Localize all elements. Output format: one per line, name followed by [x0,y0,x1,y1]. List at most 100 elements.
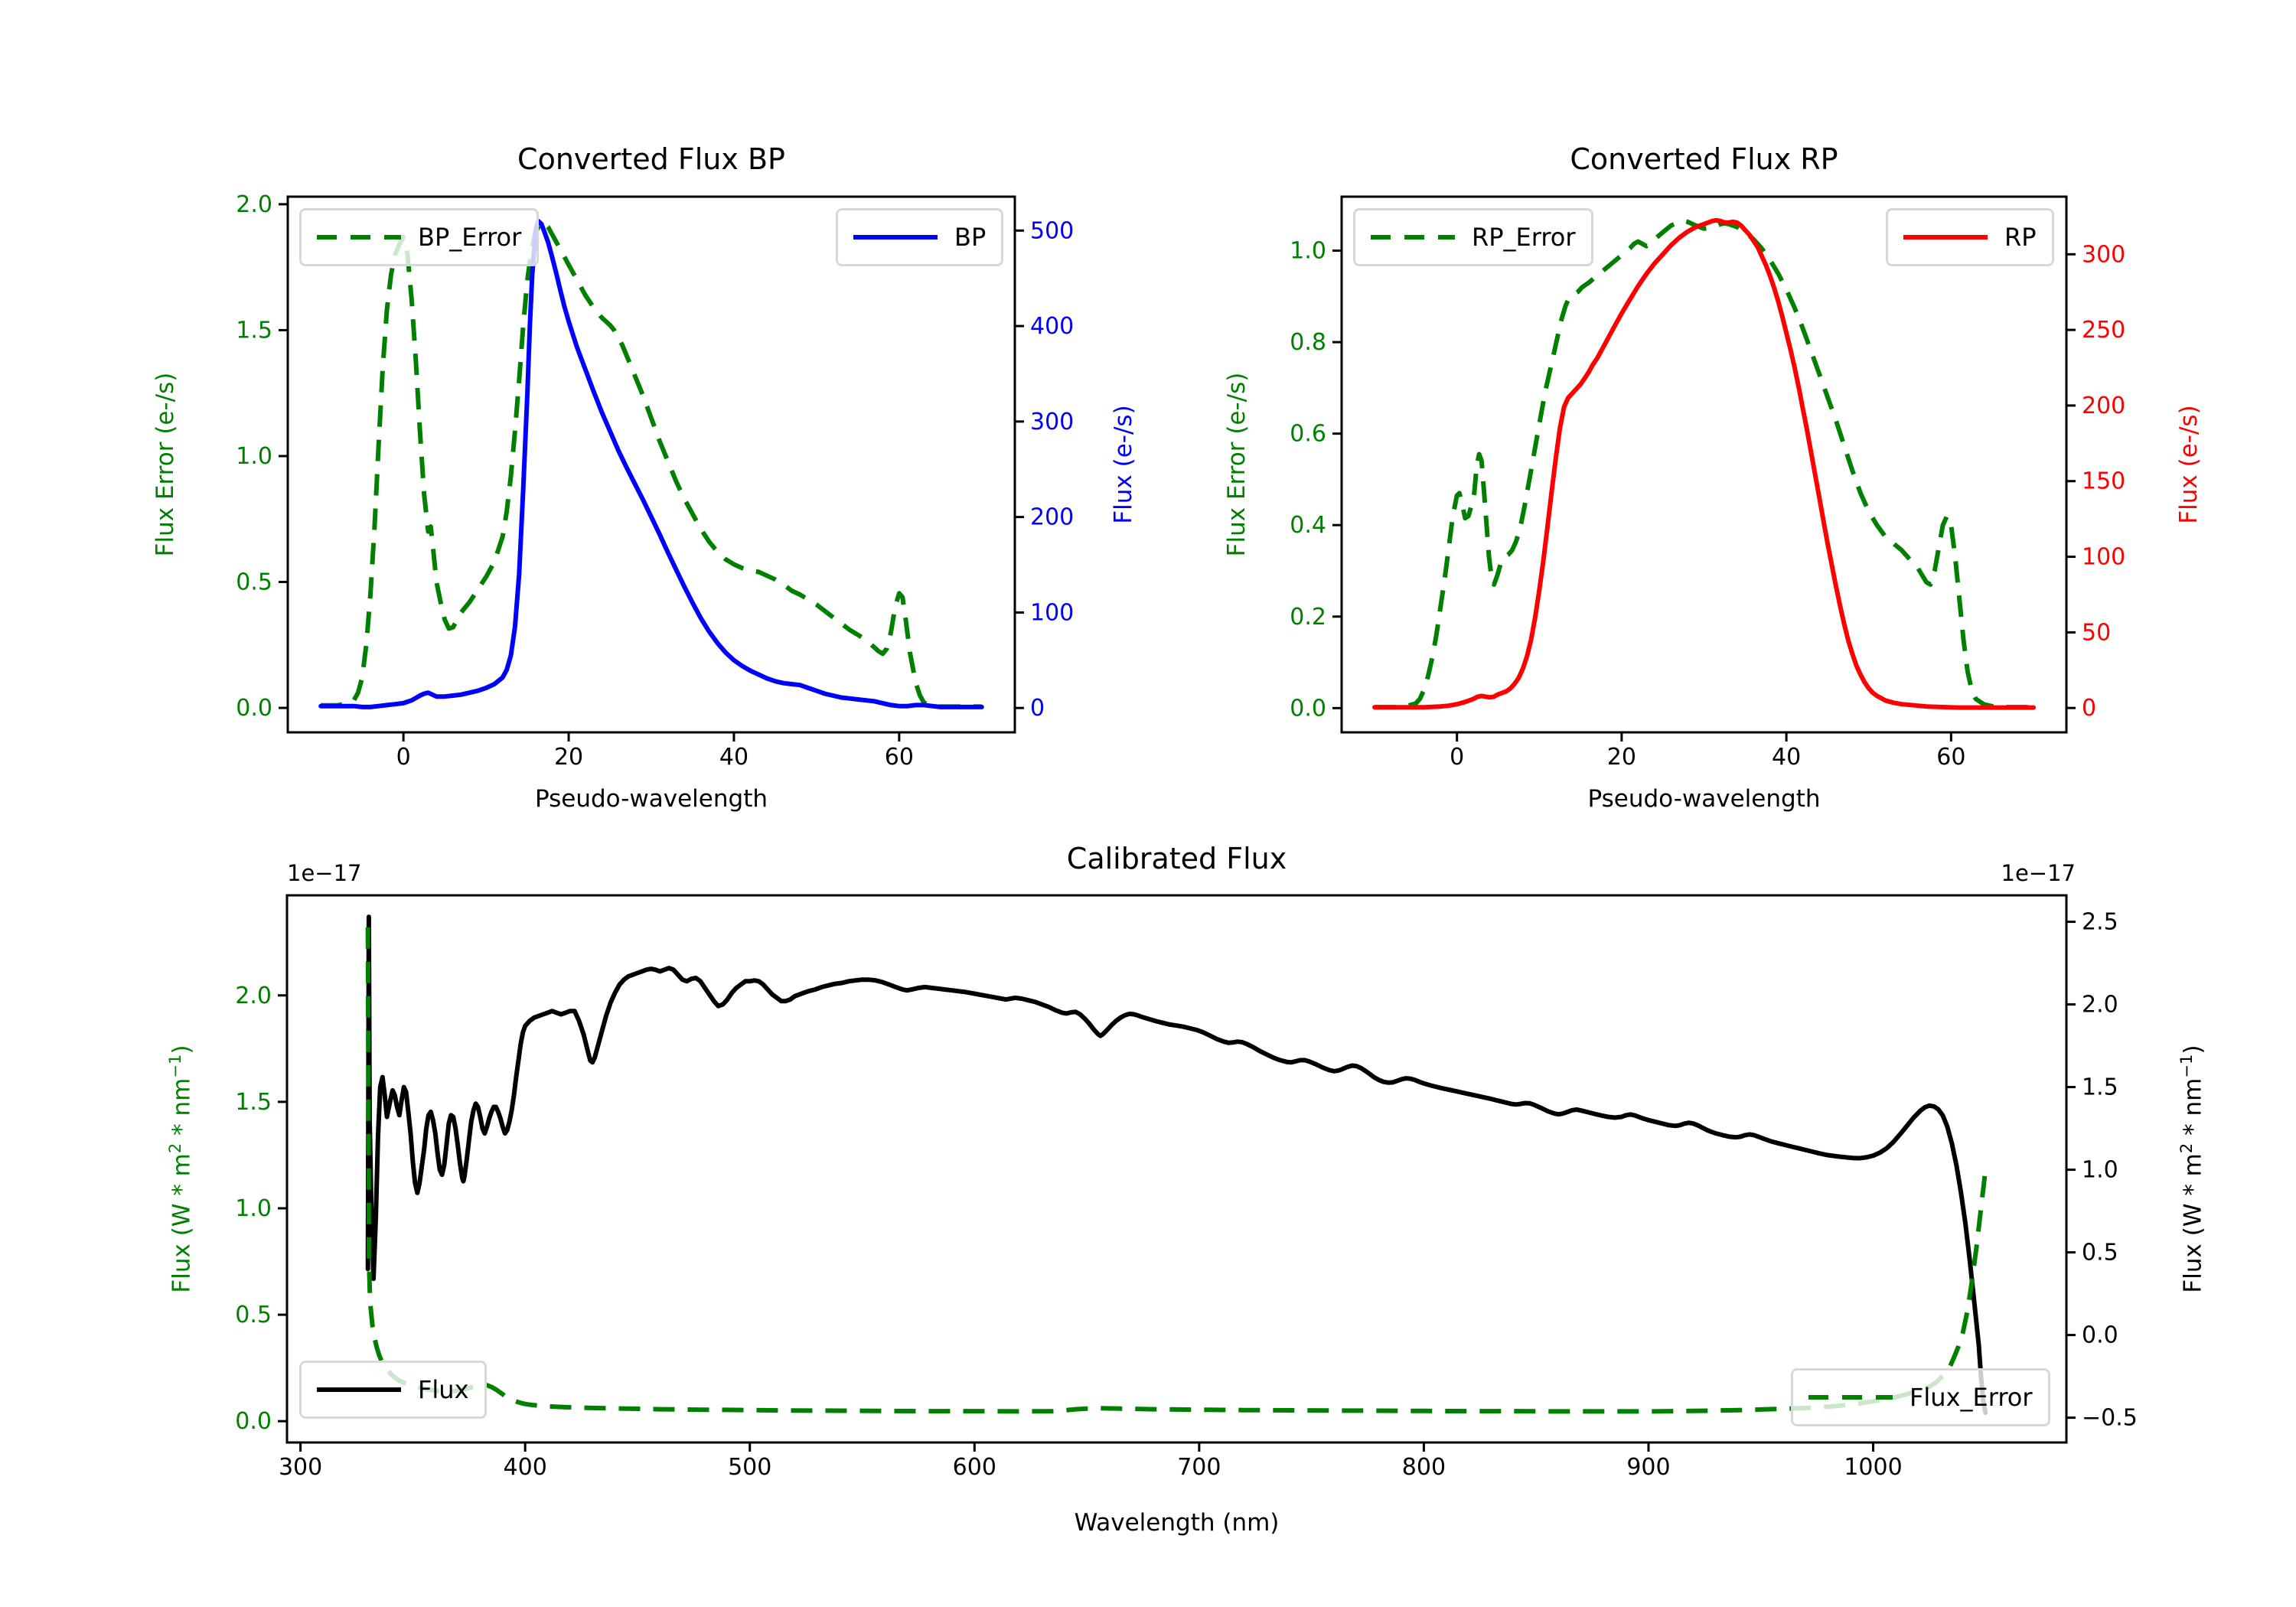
rp-left-yaxis-label: Flux Error (e-/s) [1223,372,1251,557]
svg-text:400: 400 [1030,313,1074,340]
cal-right-y-ticks: −0.5 0.0 0.5 1.0 1.5 2.0 2.5 [2066,909,2138,1432]
cal-xaxis-label: Wavelength (nm) [1074,1509,1280,1537]
svg-text:0.5: 0.5 [235,1302,272,1328]
svg-text:2.5: 2.5 [2082,909,2118,936]
svg-text:0.8: 0.8 [1290,329,1326,356]
svg-text:60: 60 [1936,744,1965,771]
cal-left-yaxis-label-supm1: −1 [165,1054,184,1078]
svg-text:0.4: 0.4 [1290,512,1326,539]
svg-text:600: 600 [953,1454,996,1481]
svg-text:0.0: 0.0 [236,695,272,722]
svg-text:40: 40 [719,744,748,771]
rp-left-y-ticks: 0.0 0.2 0.4 0.6 0.8 1.0 [1290,238,1342,722]
rp-error-line [1375,218,2033,710]
bp-error-dashed-line-sample [317,235,401,240]
bp-subplot: 0 20 40 60 0.0 0.5 1.0 1.5 2.0 0 100 200 300 400 500 [236,191,1074,771]
bp-line [318,218,984,709]
cal-right-axis-offset-text: 1e−17 [2001,860,2076,886]
svg-text:2.0: 2.0 [235,983,272,1009]
svg-text:500: 500 [1030,217,1074,244]
bp-x-ticks: 0 20 40 60 [396,732,914,771]
legend-flux-label: Flux [418,1375,469,1404]
svg-text:1000: 1000 [1844,1454,1902,1481]
svg-text:0.5: 0.5 [2082,1240,2118,1266]
svg-text:0: 0 [396,744,411,771]
svg-text:400: 400 [504,1454,547,1481]
legend-rp: RP [1886,208,2054,266]
rp-xaxis-label: Pseudo-wavelength [1587,785,1821,813]
svg-text:200: 200 [2082,393,2125,419]
cal-left-y-ticks: 0.0 0.5 1.0 1.5 2.0 [235,983,287,1435]
cal-left-axis-offset-text: 1e−17 [287,860,362,886]
svg-text:1.0: 1.0 [235,1195,272,1222]
title-converted-flux-bp: Converted Flux BP [517,142,785,176]
svg-text:1.0: 1.0 [2082,1157,2118,1184]
legend-bp-label: BP [954,223,987,252]
cal-left-yaxis-label-text2: * nm [168,1077,196,1143]
cal-right-yaxis-label-close: ) [2179,1045,2207,1054]
svg-text:40: 40 [1772,744,1801,771]
svg-text:0.0: 0.0 [235,1408,272,1435]
legend-flux-error: Flux_Error [1791,1368,2050,1426]
cal-right-yaxis-label-supm1: −1 [2177,1054,2196,1078]
title-calibrated-flux: Calibrated Flux [1066,842,1287,875]
rp-error-dashed-line-sample [1371,235,1455,240]
svg-text:200: 200 [1030,504,1074,531]
rp-solid-line-sample [1903,235,1988,240]
svg-text:100: 100 [1030,599,1074,626]
cal-x-ticks: 300 400 500 600 700 800 900 1000 [279,1442,1903,1481]
rp-x-ticks: 0 20 40 60 [1450,732,1965,771]
cal-left-yaxis-label-close: ) [168,1045,196,1054]
svg-text:0.0: 0.0 [1290,695,1326,722]
rp-line [1372,217,2036,710]
svg-text:300: 300 [2082,241,2125,268]
svg-text:0.2: 0.2 [1290,604,1326,631]
svg-text:1.5: 1.5 [235,1089,272,1116]
bp-right-y-ticks: 0 100 200 300 400 500 [1015,217,1074,722]
svg-text:100: 100 [2082,544,2125,571]
svg-text:0.5: 0.5 [236,569,272,596]
bp-solid-line-sample [853,235,938,240]
svg-text:0.6: 0.6 [1290,421,1326,448]
svg-text:800: 800 [1402,1454,1446,1481]
cal-right-yaxis-label: Flux (W * m2 * nm−1) [2177,895,2206,1442]
svg-text:700: 700 [1177,1454,1221,1481]
legend-bp-error-label: BP_Error [418,223,522,252]
legend-bp-error: BP_Error [299,208,540,266]
cal-axes-spines [285,894,2068,1444]
rp-right-yaxis-label: Flux (e-/s) [2175,405,2203,524]
svg-text:1.5: 1.5 [236,317,272,344]
svg-text:1.5: 1.5 [2082,1074,2118,1101]
svg-text:0.0: 0.0 [2082,1322,2118,1349]
svg-text:20: 20 [1607,744,1636,771]
svg-text:0: 0 [1450,744,1464,771]
svg-text:500: 500 [728,1454,771,1481]
svg-text:−0.5: −0.5 [2082,1405,2138,1432]
bp-right-yaxis-label: Flux (e-/s) [1110,405,1137,524]
bp-xaxis-label: Pseudo-wavelength [534,785,768,813]
svg-text:1.0: 1.0 [236,443,272,470]
svg-text:60: 60 [885,744,914,771]
svg-text:250: 250 [2082,317,2125,344]
svg-text:2.0: 2.0 [236,191,272,218]
flux-error-dashed-line-sample [1808,1395,1893,1400]
bp-axes-spines [286,195,1016,734]
bp-left-yaxis-label: Flux Error (e-/s) [152,372,179,557]
bp-left-y-ticks: 0.0 0.5 1.0 1.5 2.0 [236,191,288,722]
svg-text:20: 20 [554,744,583,771]
legend-flux-error-label: Flux_Error [1910,1383,2033,1412]
svg-text:2.0: 2.0 [2082,992,2118,1019]
rp-subplot: 0 20 40 60 0.0 0.2 0.4 0.6 0.8 1.0 0 50 100 150 200 250… [1290,195,2125,771]
svg-text:50: 50 [2082,619,2111,646]
flux-line [365,914,1988,1416]
svg-text:150: 150 [2082,468,2125,495]
legend-bp: BP [836,208,1004,266]
legend-rp-error: RP_Error [1353,208,1593,266]
cal-left-yaxis-label-text: Flux (W * m [168,1153,196,1293]
cal-left-yaxis-label-sup2: 2 [165,1143,184,1154]
legend-flux: Flux [299,1361,487,1419]
svg-text:300: 300 [1030,409,1074,435]
legend-rp-label: RP [2004,223,2037,252]
rp-axes-spines [1340,195,2068,734]
